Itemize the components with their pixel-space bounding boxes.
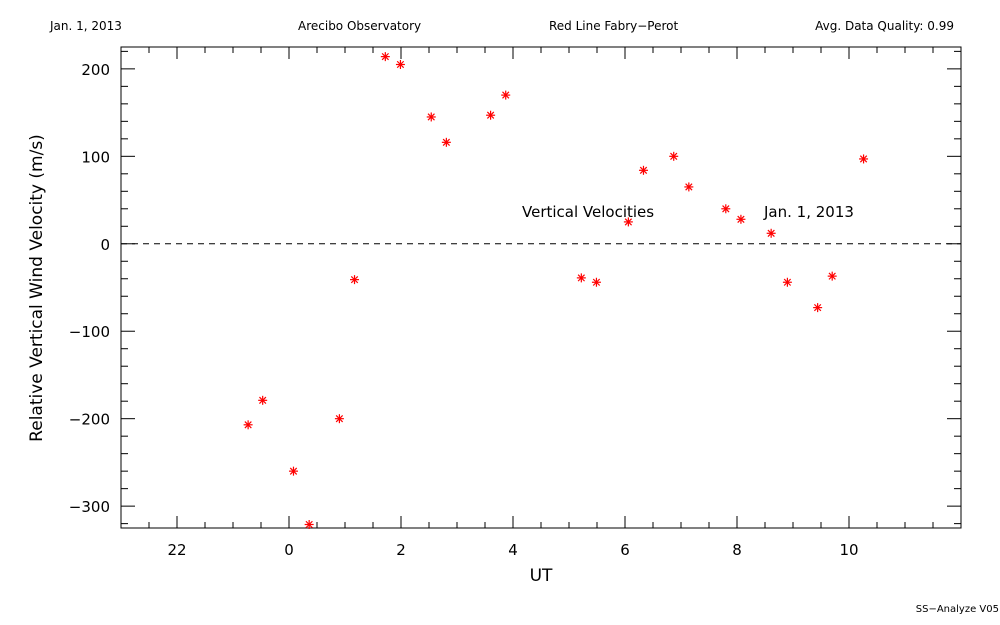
data-point	[258, 395, 268, 405]
y-tick-label: −100	[69, 323, 110, 341]
data-point	[350, 275, 360, 285]
footer-version: SS−Analyze V05	[916, 604, 999, 615]
data-point	[591, 277, 601, 287]
data-point	[576, 273, 586, 283]
x-tick-label: 4	[508, 541, 518, 559]
data-point	[736, 214, 746, 224]
header-instrument: Red Line Fabry−Perot	[549, 19, 679, 33]
data-point	[859, 154, 869, 164]
x-tick-label: 6	[620, 541, 630, 559]
x-tick-label: 10	[839, 541, 858, 559]
data-points-layer	[243, 52, 869, 530]
x-tick-label: 2	[396, 541, 406, 559]
data-point	[441, 137, 451, 147]
axes-layer: 22 0 2 4 6 8 10 200 100 0 −100 −200 −300	[69, 47, 961, 559]
data-point	[669, 151, 679, 161]
data-point	[426, 112, 436, 122]
y-tick-label: 200	[81, 61, 110, 79]
data-point	[334, 414, 344, 424]
data-point	[288, 466, 298, 476]
data-point	[486, 110, 496, 120]
data-point	[638, 165, 648, 175]
y-tick-label: −200	[69, 411, 110, 429]
annotation-vertical-velocities: Vertical Velocities	[522, 203, 654, 221]
data-point	[684, 182, 694, 192]
data-point	[721, 204, 731, 214]
y-tick-label: −300	[69, 498, 110, 516]
y-axis-title: Relative Vertical Wind Velocity (m/s)	[27, 134, 47, 442]
header-date: Jan. 1, 2013	[49, 19, 122, 33]
data-point	[243, 420, 253, 430]
y-tick-label: 0	[100, 236, 110, 254]
x-axis-title: UT	[530, 566, 553, 586]
data-point	[813, 303, 823, 313]
x-tick-label: 22	[167, 541, 186, 559]
header-quality: Avg. Data Quality: 0.99	[815, 19, 954, 33]
data-point	[395, 59, 405, 69]
data-point	[501, 90, 511, 100]
header-site: Arecibo Observatory	[298, 19, 421, 33]
data-point	[766, 228, 776, 238]
data-point	[304, 520, 314, 530]
y-tick-label: 100	[81, 148, 110, 166]
data-point	[623, 217, 633, 227]
data-point	[827, 271, 837, 281]
x-tick-label: 0	[284, 541, 294, 559]
x-tick-label: 8	[732, 541, 742, 559]
data-point	[380, 52, 390, 62]
plot-frame	[120, 46, 962, 529]
data-point	[782, 277, 792, 287]
annotation-date: Jan. 1, 2013	[763, 203, 854, 221]
